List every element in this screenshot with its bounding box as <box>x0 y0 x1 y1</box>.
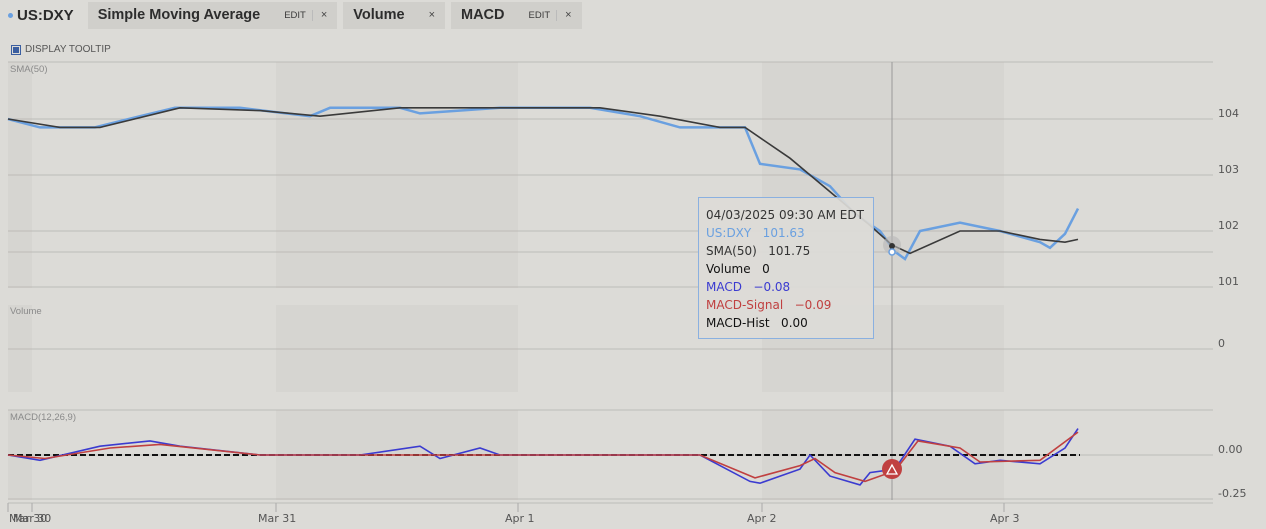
y-tick: 101 <box>1218 275 1239 288</box>
x-tick: Mar 30 <box>13 512 51 525</box>
indicator-sma: Simple Moving Average EDIT × <box>87 1 338 29</box>
series-color-dot-icon <box>8 12 13 18</box>
price-point-icon <box>888 248 896 256</box>
y-tick: 0.00 <box>1218 443 1243 456</box>
tooltip-datetime: 04/03/2025 09:30 AM EDT <box>706 208 864 222</box>
event-marker-icon[interactable] <box>882 459 902 479</box>
signal-series <box>7 431 1079 483</box>
x-tick: Mar 31 <box>258 512 296 525</box>
indicator-name: Simple Moving Average <box>97 7 261 23</box>
indicator-name: MACD <box>461 7 505 23</box>
edit-sma-button[interactable]: EDIT <box>284 9 313 21</box>
tooltip-signal: MACD-Signal −0.09 <box>706 298 832 312</box>
x-axis-ticks <box>7 503 1005 512</box>
y-tick: 0 <box>1218 337 1225 350</box>
x-tick: Apr 3 <box>990 512 1020 525</box>
tooltip-macd: MACD −0.08 <box>706 280 791 294</box>
event-glyph-icon <box>885 463 899 475</box>
indicator-bar: US:DXY Simple Moving Average EDIT × Volu… <box>0 0 588 30</box>
display-tooltip-label: DISPLAY TOOLTIP <box>25 44 111 55</box>
y-tick: -0.25 <box>1218 487 1246 500</box>
price-panel-label: SMA(50) <box>10 64 47 75</box>
sma-series <box>7 106 1079 255</box>
macd-panel-label: MACD(12,26,9) <box>10 412 76 423</box>
x-tick: Apr 2 <box>747 512 777 525</box>
gridlines <box>8 61 1213 504</box>
symbol-text: US:DXY <box>17 6 74 24</box>
remove-macd-icon[interactable]: × <box>565 9 572 21</box>
y-tick: 104 <box>1218 107 1239 120</box>
tooltip-price: US:DXY 101.63 <box>706 226 805 240</box>
sma-point-icon <box>889 243 895 249</box>
indicator-volume: Volume × <box>343 1 445 29</box>
symbol-label[interactable]: US:DXY <box>0 7 88 24</box>
volume-panel-label: Volume <box>10 306 42 317</box>
y-tick: 103 <box>1218 163 1239 176</box>
indicator-macd: MACD EDIT × <box>451 1 582 29</box>
remove-sma-icon[interactable]: × <box>320 9 328 21</box>
indicator-name: Volume <box>353 7 405 23</box>
tooltip-sma: SMA(50) 101.75 <box>706 244 811 258</box>
x-tick: Mar 30 <box>9 512 47 525</box>
tooltip-hist: MACD-Hist 0.00 <box>706 316 808 330</box>
x-tick: Apr 1 <box>505 512 535 525</box>
edit-macd-button[interactable]: EDIT <box>529 9 558 21</box>
data-tooltip: 04/03/2025 09:30 AM EDT US:DXY 101.63 SM… <box>698 197 874 339</box>
tooltip-volume: Volume 0 <box>706 262 770 276</box>
y-tick: 102 <box>1218 219 1239 232</box>
checkbox-checked-icon[interactable] <box>11 44 21 55</box>
display-tooltip-toggle[interactable]: DISPLAY TOOLTIP <box>11 44 111 55</box>
remove-volume-icon[interactable]: × <box>428 9 435 21</box>
